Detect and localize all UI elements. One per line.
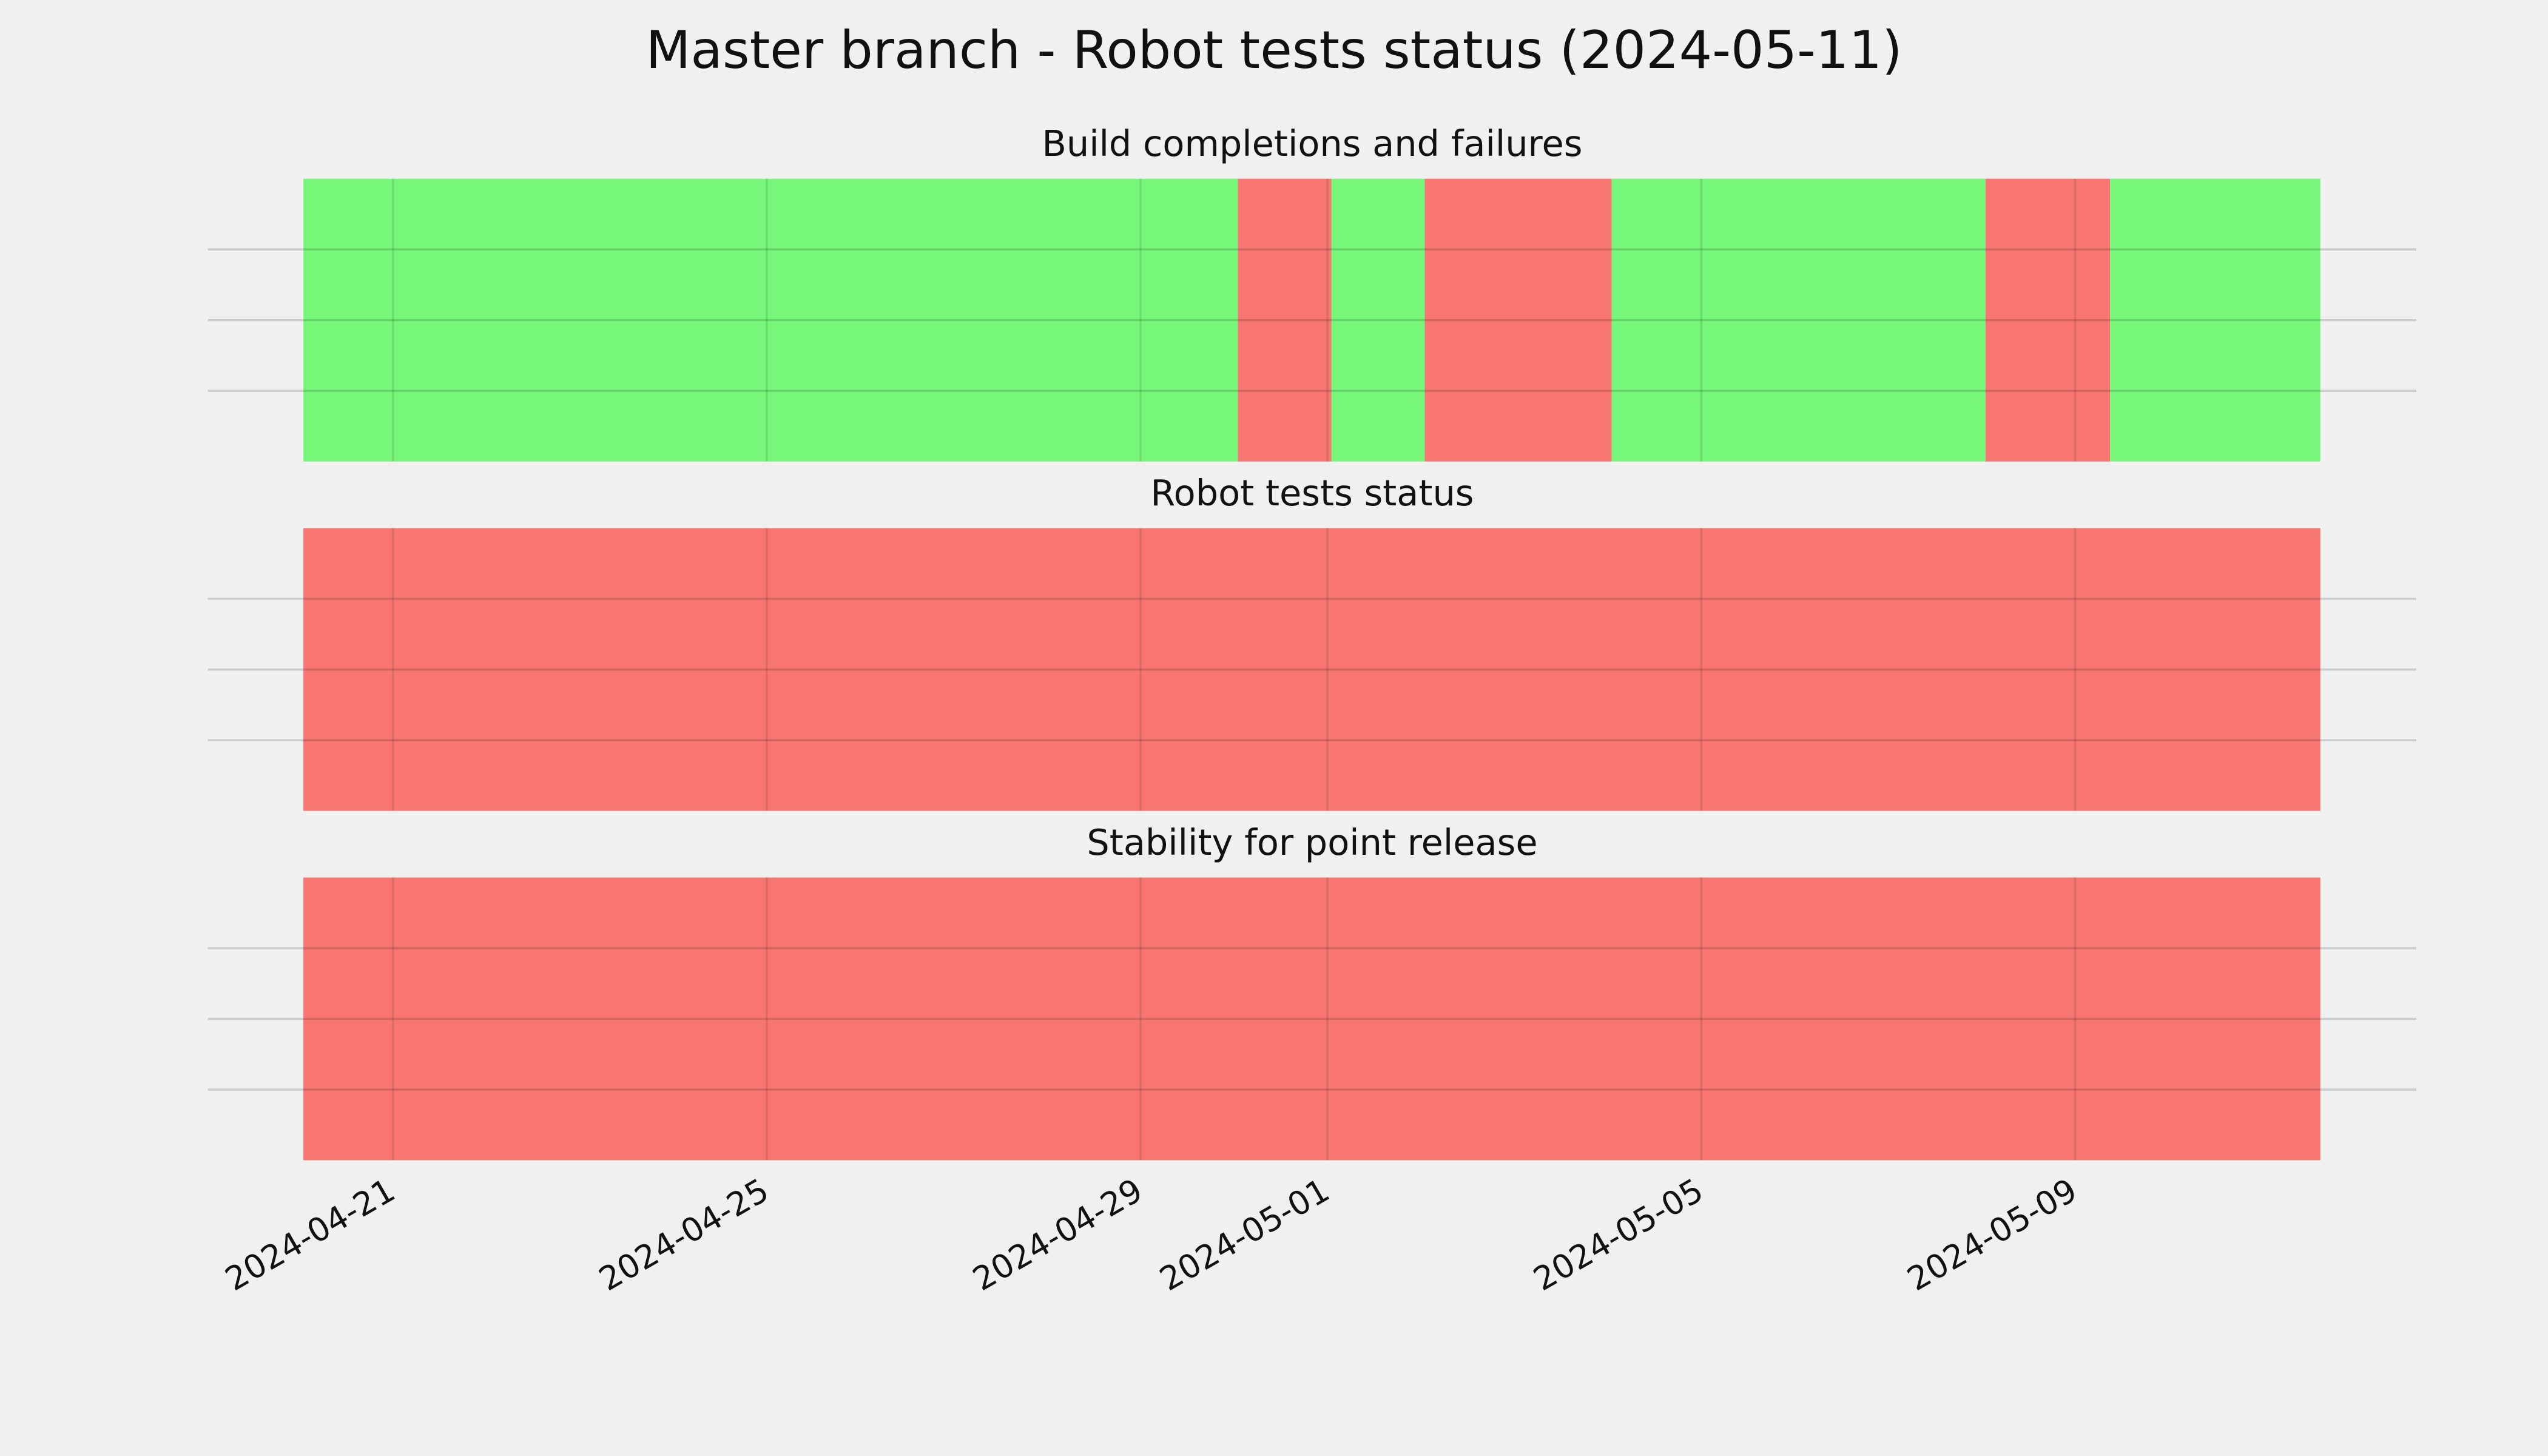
status-segment (1331, 178, 1425, 462)
status-segment (303, 528, 2320, 811)
status-segment (1611, 178, 1986, 462)
panel-title: Stability for point release (1087, 821, 1537, 863)
status-segment (303, 877, 2320, 1161)
panel-title: Build completions and failures (1042, 123, 1582, 164)
status-segment (1424, 178, 1612, 462)
status-segment (1238, 178, 1332, 462)
panel-title: Robot tests status (1150, 472, 1474, 514)
status-segment (303, 178, 1238, 462)
chart-title: Master branch - Robot tests status (2024… (645, 20, 1902, 81)
status-segment (2110, 178, 2320, 462)
status-segment (1985, 178, 2111, 462)
